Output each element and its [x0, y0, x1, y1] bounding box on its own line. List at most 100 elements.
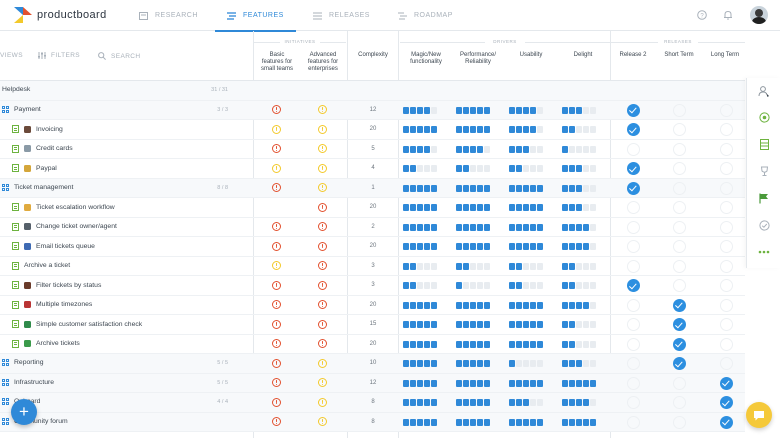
short_term-release-check[interactable]	[673, 396, 686, 409]
column-delight[interactable]: Delight	[557, 52, 609, 59]
short_term-release-check[interactable]	[673, 201, 686, 214]
delight-score-bar[interactable]	[562, 321, 596, 328]
magic-score-bar[interactable]	[403, 243, 437, 250]
delight-score-bar[interactable]	[562, 165, 596, 172]
magic-score-bar[interactable]	[403, 379, 437, 387]
magic-score-bar[interactable]	[403, 282, 437, 289]
release2-release-check[interactable]	[627, 357, 640, 370]
rail-objectives[interactable]	[747, 104, 780, 130]
delight-score-bar[interactable]	[562, 223, 596, 231]
usability-score-bar[interactable]	[509, 301, 543, 309]
long_term-release-check[interactable]	[720, 142, 733, 156]
usability-score-bar[interactable]	[509, 243, 543, 250]
usability-score-bar[interactable]	[509, 126, 543, 133]
short_term-release-check[interactable]	[673, 415, 686, 429]
perf-score-bar[interactable]	[456, 126, 490, 133]
short_term-release-check[interactable]	[673, 298, 686, 312]
basic-initiative-icon[interactable]	[272, 300, 281, 309]
feature-row[interactable]: Credit cards 5	[0, 140, 745, 159]
complexity-value[interactable]: 1	[371, 184, 375, 191]
delight-score-bar[interactable]	[562, 399, 596, 406]
rail-completed[interactable]	[747, 212, 780, 238]
tab-research[interactable]: RESEARCH	[139, 0, 198, 31]
column-performance[interactable]: Performance/ Reliability	[452, 52, 504, 66]
short_term-release-check[interactable]	[673, 142, 686, 156]
delight-score-bar[interactable]	[562, 360, 596, 367]
feature-row[interactable]: Archive tickets 20	[0, 335, 745, 354]
advanced-initiative-icon[interactable]	[318, 261, 327, 270]
delight-score-bar[interactable]	[562, 126, 596, 133]
filters-button[interactable]: FILTERS	[38, 52, 80, 59]
component-name[interactable]: Community forum	[2, 417, 68, 425]
usability-score-bar[interactable]	[509, 223, 543, 231]
column-release-2[interactable]: Release 2	[611, 52, 655, 59]
basic-initiative-icon[interactable]	[272, 397, 281, 407]
complexity-value[interactable]: 10	[369, 360, 377, 366]
usability-score-bar[interactable]	[509, 262, 543, 270]
bell-icon[interactable]	[723, 10, 733, 20]
release2-release-check[interactable]	[627, 376, 640, 390]
rail-trophy[interactable]	[747, 158, 780, 184]
productboard-logo[interactable]	[14, 7, 32, 23]
rail-spreadsheet[interactable]	[747, 131, 780, 157]
long_term-release-check[interactable]	[720, 376, 733, 390]
search-button[interactable]: SEARCH	[98, 52, 141, 60]
advanced-initiative-icon[interactable]	[318, 163, 327, 173]
advanced-initiative-icon[interactable]	[318, 105, 327, 114]
usability-score-bar[interactable]	[509, 340, 543, 348]
product-row[interactable]: Helpdesk 31 / 31	[0, 81, 745, 101]
tab-releases[interactable]: RELEASES	[313, 0, 370, 31]
component-name[interactable]: Ticket management	[2, 183, 73, 191]
magic-score-bar[interactable]	[403, 360, 437, 367]
feature-row[interactable]: Multiple timezones 20	[0, 296, 745, 315]
perf-score-bar[interactable]	[456, 184, 490, 192]
long_term-release-check[interactable]	[720, 201, 733, 214]
basic-initiative-icon[interactable]	[272, 241, 281, 251]
delight-score-bar[interactable]	[562, 262, 596, 270]
release2-release-check[interactable]	[627, 298, 640, 312]
release2-release-check[interactable]	[627, 240, 640, 253]
release2-release-check[interactable]	[627, 201, 640, 214]
usability-score-bar[interactable]	[509, 184, 543, 192]
long_term-release-check[interactable]	[720, 357, 733, 370]
long_term-release-check[interactable]	[720, 279, 733, 292]
basic-initiative-icon[interactable]	[272, 105, 281, 114]
long_term-release-check[interactable]	[720, 103, 733, 117]
basic-initiative-icon[interactable]	[272, 261, 281, 270]
basic-initiative-icon[interactable]	[272, 222, 281, 231]
magic-score-bar[interactable]	[403, 184, 437, 192]
magic-score-bar[interactable]	[403, 204, 437, 211]
delight-score-bar[interactable]	[562, 282, 596, 289]
long_term-release-check[interactable]	[720, 318, 733, 331]
magic-score-bar[interactable]	[403, 340, 437, 348]
release2-release-check[interactable]	[627, 181, 640, 195]
complexity-value[interactable]: 8	[371, 399, 375, 405]
perf-score-bar[interactable]	[456, 204, 490, 211]
feature-row[interactable]: Email tickets queue 20	[0, 237, 745, 257]
component-name[interactable]: Reporting	[2, 359, 43, 366]
basic-initiative-icon[interactable]	[272, 378, 281, 387]
advanced-initiative-icon[interactable]	[318, 378, 327, 387]
release2-release-check[interactable]	[627, 396, 640, 409]
delight-score-bar[interactable]	[562, 145, 596, 153]
usability-score-bar[interactable]	[509, 418, 543, 426]
feature-name[interactable]: Archive tickets	[12, 339, 80, 348]
short_term-release-check[interactable]	[673, 103, 686, 117]
release2-release-check[interactable]	[627, 162, 640, 175]
release2-release-check[interactable]	[627, 279, 640, 292]
long_term-release-check[interactable]	[720, 415, 733, 429]
short_term-release-check[interactable]	[673, 123, 686, 136]
long_term-release-check[interactable]	[720, 162, 733, 175]
feature-row[interactable]: Simple customer satisfaction check 15	[0, 315, 745, 335]
complexity-value[interactable]: 12	[369, 106, 377, 113]
advanced-initiative-icon[interactable]	[318, 358, 327, 368]
advanced-initiative-icon[interactable]	[318, 222, 327, 231]
long_term-release-check[interactable]	[720, 337, 733, 351]
product-name[interactable]: Helpdesk	[2, 86, 30, 93]
usability-score-bar[interactable]	[509, 282, 543, 289]
feature-name[interactable]: Filter tickets by status	[12, 281, 101, 289]
help-icon[interactable]: ?	[697, 10, 707, 20]
release2-release-check[interactable]	[627, 123, 640, 136]
short_term-release-check[interactable]	[673, 162, 686, 175]
perf-score-bar[interactable]	[456, 165, 490, 172]
